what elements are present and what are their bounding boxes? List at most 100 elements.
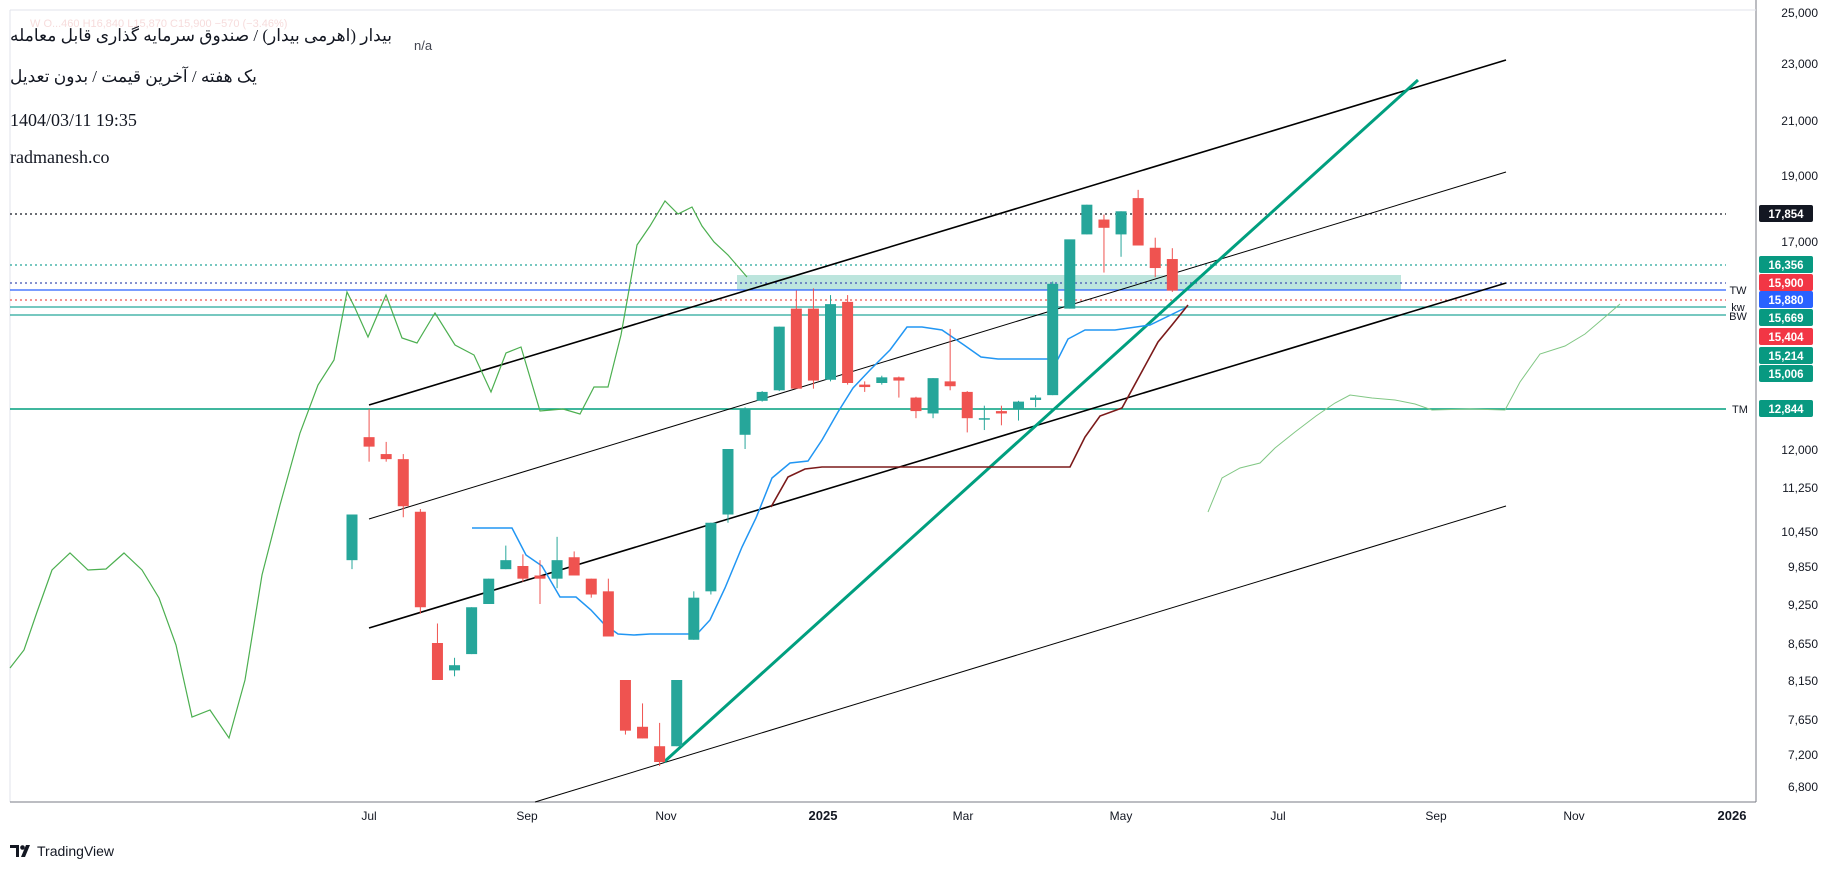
chart-title: بیدار (اهرمی بیدار) / صندوق سرمایه گذاری… xyxy=(10,26,392,45)
candle xyxy=(1064,239,1076,309)
price-tag: 15,900 xyxy=(1759,274,1813,291)
tradingview-brand[interactable]: TradingView xyxy=(10,843,114,859)
level-tag-kw: kw xyxy=(1731,302,1745,314)
candle xyxy=(1081,204,1093,235)
price-tick-label: 9,250 xyxy=(1788,598,1818,612)
time-tick-label: Sep xyxy=(1425,809,1447,823)
candle-body xyxy=(927,378,939,414)
price-tag-value: 17,854 xyxy=(1768,209,1804,221)
channel-lower xyxy=(534,505,1507,803)
candle-body xyxy=(449,665,461,671)
channel-mid-upper xyxy=(368,171,1507,520)
candle-body xyxy=(756,391,768,401)
candle xyxy=(431,623,443,680)
candle-body xyxy=(739,408,751,435)
price-tag-bg xyxy=(1759,347,1813,364)
candle xyxy=(517,554,529,582)
candle xyxy=(500,545,512,570)
candle-body xyxy=(671,680,683,747)
candle-body xyxy=(466,607,478,655)
price-tag-bg xyxy=(1759,400,1813,417)
time-tick-label: 2026 xyxy=(1718,808,1747,823)
brand-name: TradingView xyxy=(37,843,115,859)
candle-body xyxy=(944,381,956,387)
price-tag-bg xyxy=(1759,256,1813,273)
price-tick-label: 7,650 xyxy=(1788,713,1818,727)
candle xyxy=(466,607,478,655)
candle xyxy=(688,591,700,640)
candle xyxy=(671,680,683,747)
candle xyxy=(619,680,631,735)
candle-body xyxy=(978,418,990,420)
base-line xyxy=(472,307,1186,636)
candle-body xyxy=(1064,239,1076,309)
price-tick-label: 25,000 xyxy=(1781,6,1818,20)
candle-body xyxy=(722,449,734,515)
candle-body xyxy=(619,680,631,731)
ohlc-ghost-legend: W O...460 H16,840 L15,870 C15,900 −570 (… xyxy=(30,18,288,30)
price-tag-value: 16,356 xyxy=(1768,260,1803,272)
candle-body xyxy=(1166,259,1178,291)
price-tag: 17,854 xyxy=(1759,205,1813,222)
candle xyxy=(449,657,461,677)
price-tag: 15,006 xyxy=(1759,365,1813,382)
candle xyxy=(637,703,649,739)
candle-body xyxy=(363,437,375,447)
candle-body xyxy=(1098,219,1110,228)
candle-body xyxy=(1149,247,1161,269)
candle xyxy=(705,522,717,595)
indicator-na-value: n/a xyxy=(414,38,433,53)
candle-body xyxy=(1081,204,1093,235)
price-tag-bg xyxy=(1759,328,1813,345)
candle xyxy=(1013,400,1025,421)
candle-body xyxy=(483,578,495,604)
candle-body xyxy=(893,377,905,381)
time-tick-label: 2025 xyxy=(809,808,838,823)
candle-body xyxy=(995,411,1007,414)
time-tick-label: Sep xyxy=(516,809,538,823)
time-tick-label: Nov xyxy=(1563,809,1584,823)
candle xyxy=(773,326,785,392)
price-tag: 16,356 xyxy=(1759,256,1813,273)
price-tag-value: 15,214 xyxy=(1768,351,1804,363)
candle xyxy=(602,578,614,637)
candle xyxy=(722,449,734,523)
candle-body xyxy=(346,514,358,561)
candle xyxy=(756,391,768,402)
price-tag: 15,880 xyxy=(1759,291,1813,308)
candle-body xyxy=(1030,397,1042,400)
price-tag-value: 15,669 xyxy=(1768,313,1803,325)
candle xyxy=(1030,395,1042,408)
candle xyxy=(346,514,358,570)
candle xyxy=(807,288,819,389)
candle xyxy=(1115,211,1127,257)
candle xyxy=(1149,237,1161,278)
price-tick-label: 21,000 xyxy=(1781,114,1818,128)
candle xyxy=(825,295,837,382)
candle xyxy=(893,376,905,398)
website-label: radmanesh.co xyxy=(10,147,110,167)
future-span xyxy=(1207,303,1621,513)
price-tag-value: 15,006 xyxy=(1768,369,1803,381)
candle-body xyxy=(500,560,512,570)
trend-line xyxy=(662,78,1420,764)
candle xyxy=(654,722,666,766)
candle xyxy=(1166,248,1178,292)
candle xyxy=(944,328,956,391)
candle-body xyxy=(551,560,563,579)
time-tick-label: May xyxy=(1110,809,1133,823)
chart-subtitle: یک هفته / آخرین قیمت / بدون تعدیل xyxy=(10,67,257,86)
candle xyxy=(995,405,1007,426)
candle-body xyxy=(705,522,717,592)
candle xyxy=(551,536,563,589)
candle xyxy=(910,396,922,419)
candle-body xyxy=(1013,401,1025,409)
candle-body xyxy=(807,308,819,381)
candle-body xyxy=(876,377,888,384)
price-tick-label: 23,000 xyxy=(1781,57,1818,71)
price-tag-bg xyxy=(1759,309,1813,326)
candle xyxy=(790,290,802,389)
price-tag-value: 15,404 xyxy=(1768,332,1804,344)
price-tag-value: 15,900 xyxy=(1768,278,1803,290)
